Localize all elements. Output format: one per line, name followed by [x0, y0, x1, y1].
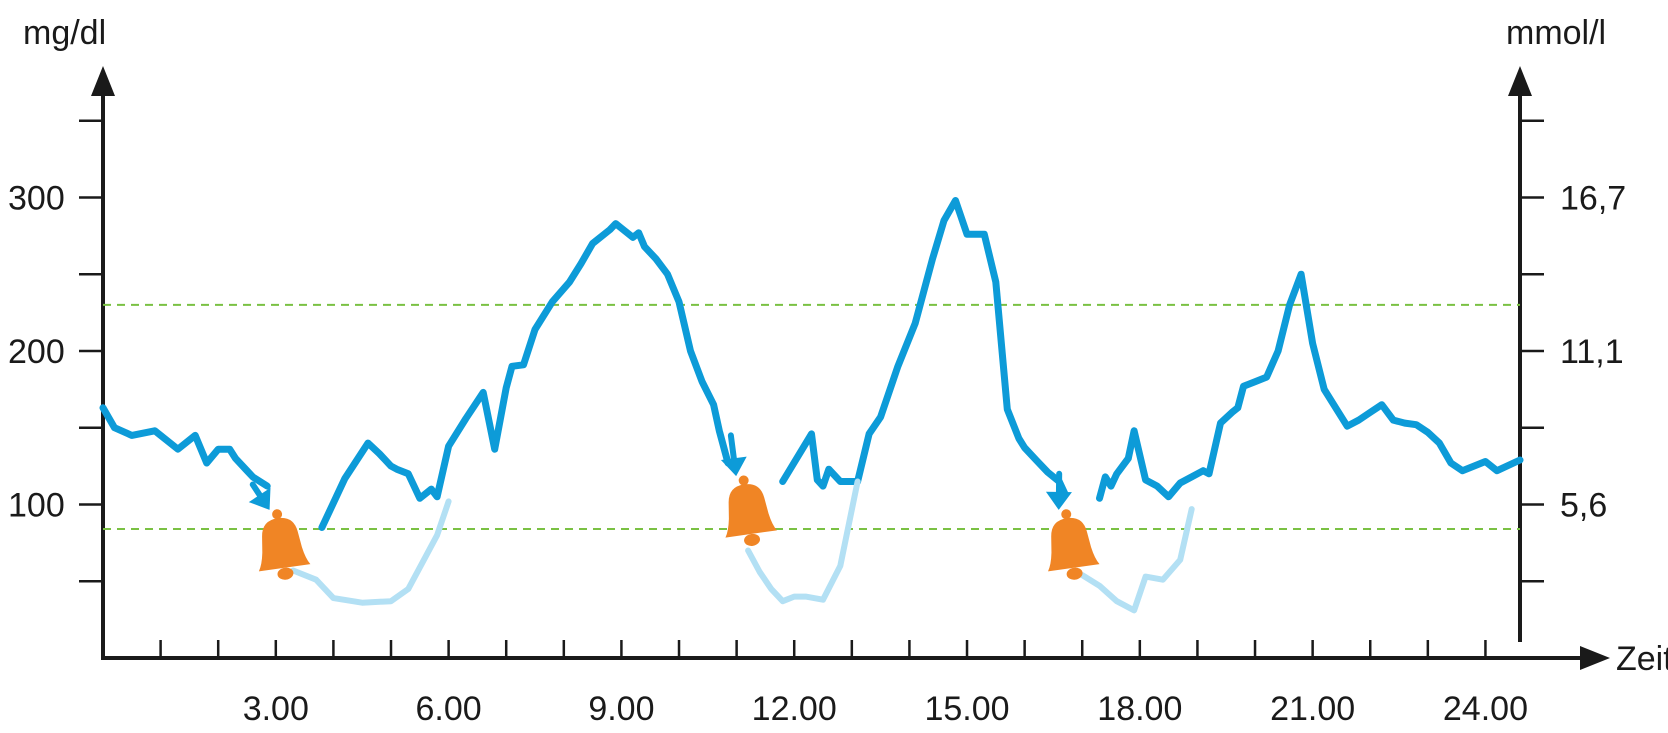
bell-top — [1061, 509, 1072, 520]
alarm-arrow-head-icon — [248, 487, 271, 510]
x-tick-label: 18.00 — [1097, 690, 1182, 728]
glucose-line — [779, 197, 1069, 498]
projection-line — [1079, 506, 1195, 614]
bell-body — [725, 484, 777, 538]
bell-body — [258, 517, 311, 572]
left-y-tick-label: 100 — [8, 486, 65, 524]
right-y-axis-arrow-icon — [1508, 66, 1532, 96]
glucose-line — [318, 220, 732, 531]
x-tick-label: 24.00 — [1443, 690, 1528, 728]
bell-clapper — [1066, 567, 1083, 580]
alarm-arrow — [727, 432, 737, 462]
bell-icon — [725, 475, 777, 546]
right-y-tick-label: 5,6 — [1560, 486, 1607, 524]
y-axis-unit-right: mmol/l — [1506, 14, 1606, 52]
x-tick-label: 21.00 — [1270, 690, 1355, 728]
alarm-arrow-head-icon — [720, 456, 747, 477]
projection-line — [745, 478, 861, 605]
x-tick-label: 12.00 — [752, 690, 837, 728]
bell-clapper — [277, 567, 294, 580]
x-tick-label: 9.00 — [588, 690, 654, 728]
bell-clapper — [744, 533, 761, 546]
bell-icon — [258, 509, 311, 580]
bell-top — [738, 475, 749, 486]
x-axis-arrow-icon — [1580, 646, 1610, 670]
right-y-tick-label: 11,1 — [1560, 333, 1624, 371]
alarm-arrow — [249, 481, 263, 498]
glucose-line — [1096, 270, 1524, 502]
glucose-line — [99, 404, 271, 490]
bell-body — [1048, 517, 1100, 572]
left-y-axis-arrow-icon — [91, 66, 115, 96]
left-y-tick-label: 200 — [8, 333, 65, 371]
bell-icon — [1048, 509, 1100, 580]
series — [99, 197, 1524, 614]
alarms — [248, 432, 1100, 580]
axes — [91, 66, 1610, 670]
x-tick-label: 6.00 — [416, 690, 482, 728]
alarm-arrow-head-icon — [1045, 491, 1072, 510]
x-axis-label: Zeit — [1616, 640, 1668, 678]
bell-top — [272, 509, 283, 520]
x-tick-label: 3.00 — [243, 690, 309, 728]
right-y-tick-label: 16,7 — [1560, 179, 1626, 217]
projection-line — [290, 498, 452, 606]
x-tick-label: 15.00 — [924, 690, 1009, 728]
y-axis-unit-left: mg/dl — [23, 14, 106, 52]
reference-lines — [103, 303, 1520, 531]
ticks: 3.00 6.00 9.00 12.00 15.00 18.00 21.00 24.00 100… — [8, 119, 1626, 728]
left-y-tick-label: 300 — [8, 179, 65, 217]
